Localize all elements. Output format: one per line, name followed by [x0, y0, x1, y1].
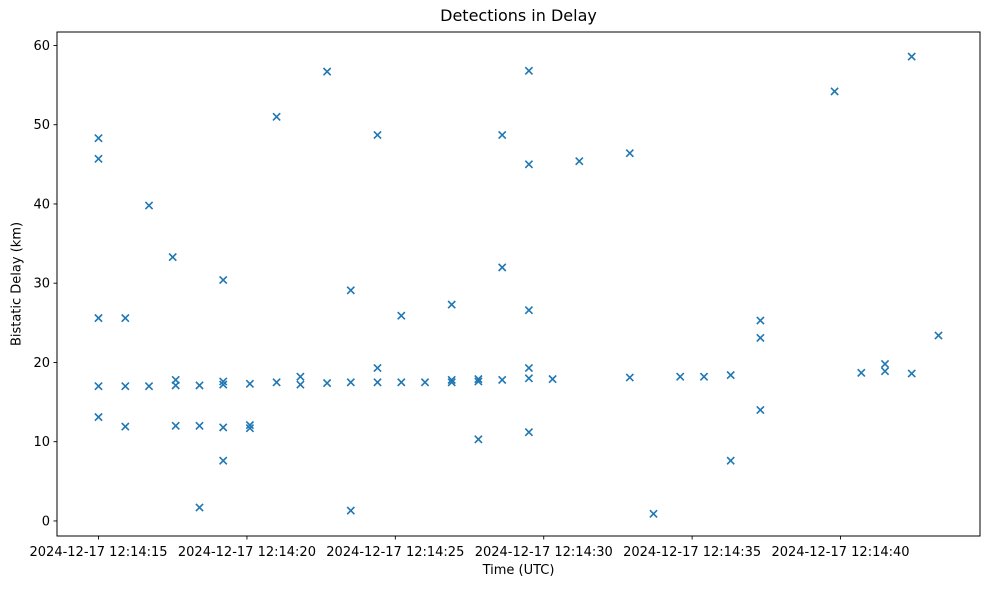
data-point: [397, 311, 406, 320]
y-tick-label: 0: [42, 514, 50, 529]
data-point: [373, 363, 382, 373]
x-tick-label: 2024-12-17 12:14:40: [771, 545, 909, 560]
data-point: [934, 331, 943, 340]
data-point: [756, 316, 765, 325]
data-point: [144, 382, 154, 391]
y-tick-label: 30: [33, 277, 50, 292]
data-point: [219, 456, 228, 465]
data-point: [474, 435, 483, 444]
data-point: [625, 373, 634, 382]
data-point: [245, 420, 255, 430]
data-point: [94, 313, 103, 323]
data-point: [168, 252, 177, 262]
data-point: [94, 154, 103, 163]
data-point: [346, 506, 355, 515]
data-point: [219, 377, 228, 386]
data-point: [699, 372, 709, 381]
data-point: [245, 424, 255, 433]
data-point: [830, 87, 839, 96]
data-point: [346, 286, 355, 295]
data-point: [144, 201, 154, 210]
data-point: [649, 509, 658, 518]
data-point: [272, 112, 281, 121]
data-point: [756, 405, 765, 415]
data-point: [322, 67, 332, 76]
x-tick-label: 2024-12-17 12:14:15: [30, 545, 168, 560]
data-point: [272, 378, 281, 387]
x-tick-label: 2024-12-17 12:14:30: [475, 545, 613, 560]
data-point: [346, 378, 355, 387]
data-point: [94, 412, 103, 422]
axes-spines: [56, 31, 981, 537]
data-point: [121, 313, 130, 323]
data-point: [726, 370, 735, 380]
data-point: [195, 421, 204, 430]
data-point: [575, 157, 584, 166]
data-point: [121, 422, 130, 431]
data-point: [447, 378, 456, 387]
data-point: [195, 381, 204, 390]
data-point: [907, 52, 916, 61]
data-point: [373, 130, 382, 140]
data-point: [373, 378, 382, 387]
y-tick-label: 60: [33, 39, 50, 54]
data-point: [524, 306, 534, 315]
y-tick-label: 50: [33, 118, 50, 133]
x-axis-label: Time (UTC): [482, 563, 555, 578]
data-point: [94, 134, 103, 143]
data-point: [219, 423, 228, 432]
data-point: [420, 378, 430, 387]
data-point: [219, 380, 228, 389]
x-tick-label: 2024-12-17 12:14:25: [326, 545, 464, 560]
data-point: [498, 130, 507, 140]
chart-title: Detections in Delay: [440, 6, 597, 25]
data-point: [447, 375, 456, 385]
data-point: [397, 378, 406, 387]
data-point: [907, 369, 916, 378]
data-point: [524, 160, 534, 169]
data-point: [880, 367, 890, 376]
data-point: [524, 66, 534, 75]
data-point: [94, 382, 103, 391]
data-point: [625, 149, 634, 158]
data-point: [726, 456, 735, 465]
data-point: [195, 503, 204, 512]
data-point: [245, 379, 255, 388]
data-point: [524, 374, 534, 383]
data-point: [322, 378, 332, 388]
data-point: [524, 428, 534, 437]
data-point: [474, 374, 483, 384]
data-point: [676, 372, 685, 381]
data-point: [756, 333, 765, 343]
data-point: [880, 359, 890, 369]
data-point: [548, 374, 557, 384]
data-point: [296, 372, 305, 381]
data-point: [121, 382, 130, 391]
x-tick-label: 2024-12-17 12:14:35: [623, 545, 761, 560]
data-point: [296, 380, 305, 389]
data-point: [171, 421, 180, 430]
data-point: [498, 375, 507, 385]
data-point: [474, 377, 483, 386]
y-tick-label: 10: [33, 435, 50, 450]
data-point: [447, 300, 456, 309]
y-tick-label: 20: [33, 356, 50, 371]
data-point: [498, 263, 507, 272]
data-point: [857, 368, 866, 377]
y-tick-label: 40: [33, 197, 50, 212]
data-point: [219, 275, 228, 285]
data-point: [171, 381, 180, 390]
data-point: [524, 363, 534, 373]
x-tick-label: 2024-12-17 12:14:20: [178, 545, 316, 560]
